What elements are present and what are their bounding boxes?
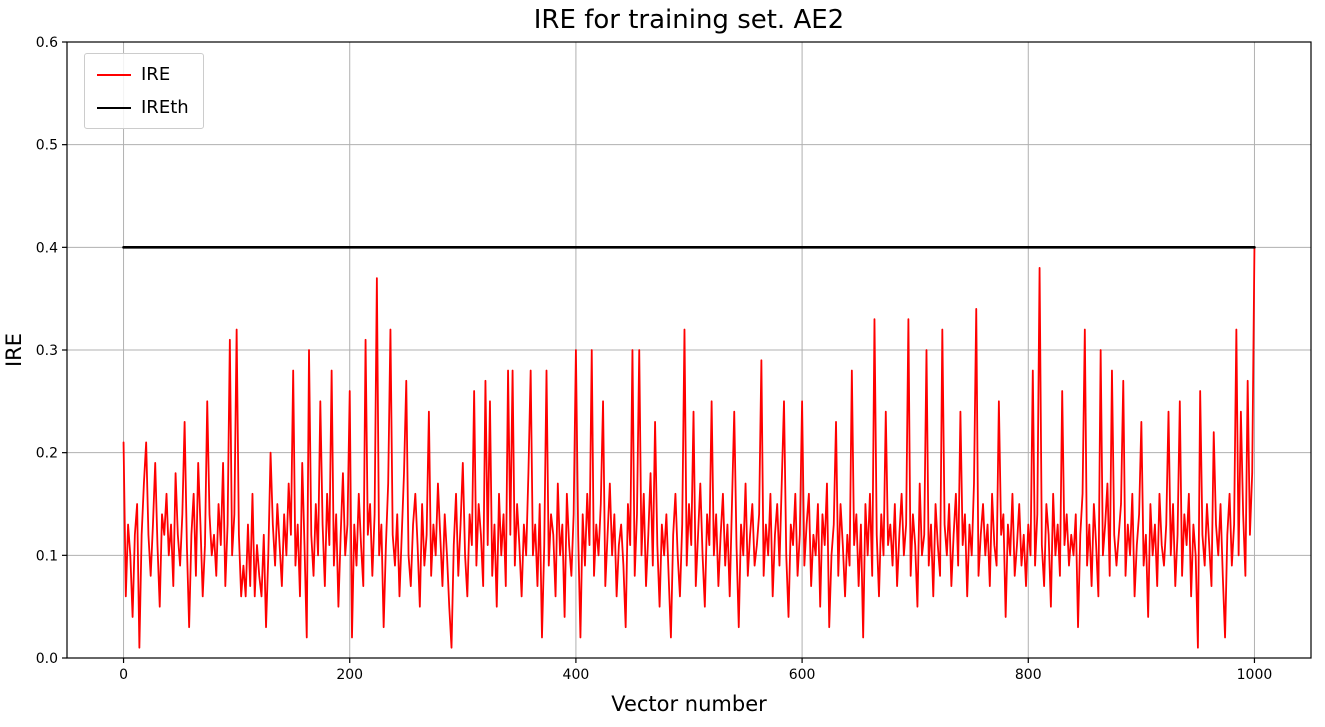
legend-line-sample-ireth	[97, 106, 131, 109]
y-tick-label: 0.0	[36, 651, 58, 667]
x-tick-label: 800	[1015, 667, 1042, 683]
x-axis-label: Vector number	[611, 692, 767, 716]
legend-label-ire: IRE	[141, 64, 171, 85]
y-tick-label: 0.2	[36, 446, 58, 462]
x-tick-label: 0	[119, 667, 128, 683]
legend-label-ireth: IREth	[141, 97, 189, 118]
y-tick-label: 0.6	[36, 35, 58, 51]
legend-item-ire: IRE	[97, 64, 189, 85]
legend-item-ireth: IREth	[97, 97, 189, 118]
x-tick-label: 400	[563, 667, 590, 683]
legend: IRE IREth	[84, 53, 204, 129]
y-tick-label: 0.5	[36, 138, 58, 154]
legend-line-sample-ire	[97, 73, 131, 76]
y-tick-label: 0.4	[36, 240, 58, 256]
x-tick-label: 1000	[1237, 667, 1273, 683]
chart-title: IRE for training set. AE2	[533, 5, 845, 35]
y-tick-label: 0.1	[36, 548, 58, 564]
series-line-ire	[122, 246, 1256, 649]
x-tick-label: 600	[789, 667, 816, 683]
y-tick-label: 0.3	[36, 343, 58, 359]
x-tick-label: 200	[336, 667, 363, 683]
